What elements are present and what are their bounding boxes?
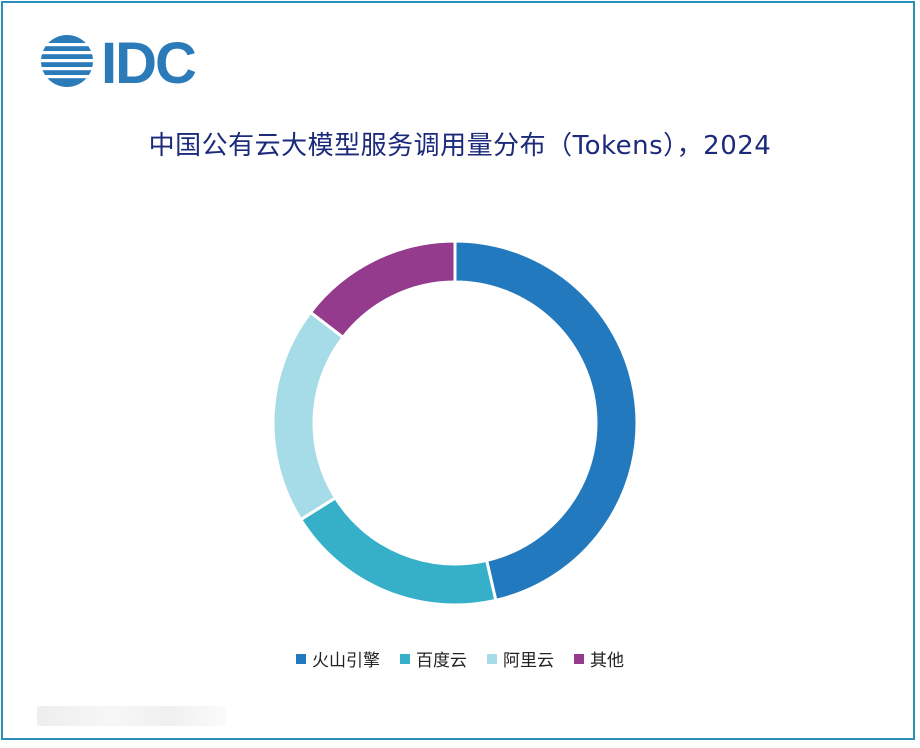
legend-label: 其他 — [590, 651, 624, 671]
chart-title: 中国公有云大模型服务调用量分布（Tokens），2024 — [148, 131, 772, 161]
legend-label: 阿里云 — [503, 651, 554, 671]
legend-swatch — [487, 653, 497, 664]
watermark — [37, 706, 227, 726]
donut-slice-1 — [298, 495, 498, 607]
legend-item-1: 百度云 — [400, 646, 467, 671]
legend-swatch — [296, 653, 306, 664]
logo-text: IDC — [101, 31, 196, 91]
legend-swatch — [574, 653, 584, 664]
globe-icon — [39, 35, 95, 87]
legend-item-3: 其他 — [574, 646, 624, 671]
donut-slice-2 — [271, 310, 346, 522]
donut-slice-0 — [453, 239, 639, 603]
legend-item-0: 火山引擎 — [296, 646, 380, 671]
legend-swatch — [400, 653, 410, 664]
chart-legend: 火山引擎 百度云 阿里云 其他 — [3, 646, 917, 671]
donut-slice-3 — [308, 239, 457, 340]
legend-item-2: 阿里云 — [487, 646, 554, 671]
donut-chart — [271, 239, 639, 607]
legend-label: 百度云 — [416, 651, 467, 671]
idc-logo: IDC — [39, 31, 198, 91]
legend-label: 火山引擎 — [312, 651, 380, 671]
